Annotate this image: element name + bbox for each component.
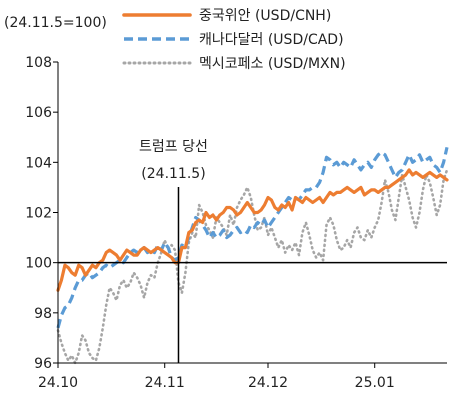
y-axis-unit-label: (24.11.5=100) — [4, 15, 107, 31]
plot-area: 96 98 100 102 104 106 108 24.10 24.11 24.12 25.01 — [25, 55, 449, 391]
y-tick-label-3: 102 — [25, 206, 52, 222]
series-line-1 — [56, 146, 449, 329]
y-tick-label-0: 96 — [34, 356, 52, 372]
legend: 중국위안 (USD/CNH) 캐나다달러 (USD/CAD) 멕시코페소 (USD/… — [122, 8, 346, 72]
legend-label-0: 중국위안 (USD/CNH) — [199, 8, 331, 24]
y-tick-label-5: 106 — [25, 105, 52, 121]
x-tick-label-3: 25.01 — [355, 375, 395, 391]
axis-ticks: 96 98 100 102 104 106 108 24.10 24.11 24.12 25.01 — [25, 55, 394, 391]
x-tick-label-0: 24.10 — [38, 375, 78, 391]
y-tick-label-1: 98 — [34, 306, 52, 322]
series-line-0 — [56, 168, 449, 292]
series-line-2 — [56, 168, 449, 365]
legend-label-1: 캐나다달러 (USD/CAD) — [199, 32, 344, 48]
y-tick-label-6: 108 — [25, 55, 52, 71]
x-tick-label-2: 24.12 — [248, 375, 288, 391]
y-tick-label-4: 104 — [25, 155, 52, 171]
legend-label-2: 멕시코페소 (USD/MXN) — [199, 56, 346, 72]
election-marker-date: (24.11.5) — [141, 166, 205, 182]
election-marker-label: 트럼프 당선 — [139, 139, 208, 155]
series-layer — [56, 146, 449, 365]
y-tick-label-2: 100 — [25, 256, 52, 272]
x-tick-label-1: 24.11 — [145, 375, 185, 391]
